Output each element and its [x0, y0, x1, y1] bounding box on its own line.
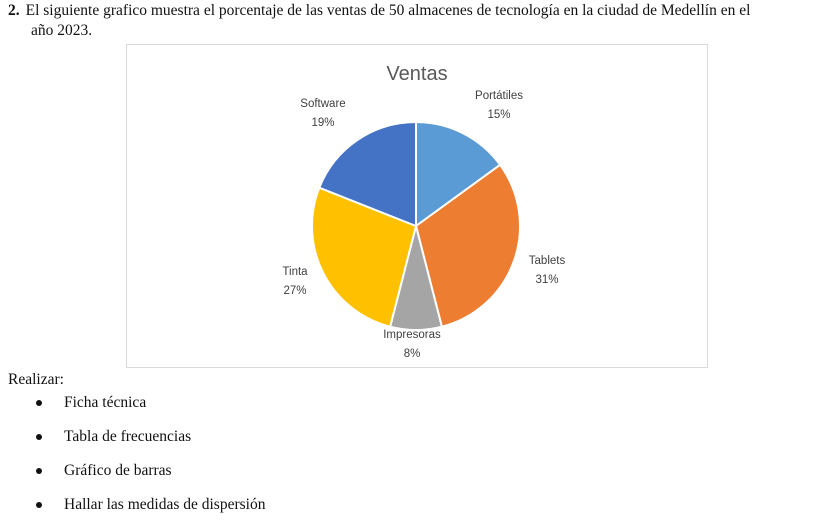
chart-title: Ventas	[386, 63, 447, 85]
task-label: Hallar las medidas de dispersión	[64, 496, 266, 513]
question-line-1-text: El siguiente grafico muestra el porcenta…	[25, 2, 751, 19]
question-line-2: año 2023.	[31, 22, 93, 39]
task-label: Gráfico de barras	[64, 462, 172, 479]
bullet-icon	[36, 400, 42, 406]
slice-category-label: Portátiles	[475, 90, 523, 102]
slice-percent-label: 27%	[283, 285, 306, 297]
pie-slice-portatiles	[415, 120, 502, 228]
pie-slice-tablets	[414, 163, 521, 328]
slice-category-label: Impresoras	[383, 329, 441, 341]
task-label: Tabla de frecuencias	[64, 428, 192, 445]
pie-slice-software	[318, 120, 417, 228]
slice-category-label: Software	[300, 98, 345, 110]
question-line-1: 2. El siguiente grafico muestra el porcen…	[8, 1, 823, 21]
bullet-icon	[36, 502, 42, 508]
pie-chart: Ventas Portátiles 15% Tablets 31% Impresoras…	[126, 44, 708, 368]
slice-percent-label: 15%	[487, 109, 510, 121]
question-number: 2.	[8, 2, 20, 19]
list-item: Hallar las medidas de dispersión	[36, 494, 265, 528]
slice-percent-label: 8%	[404, 348, 421, 360]
pie-chart-svg: Ventas Portátiles 15% Tablets 31% Impresoras…	[282, 63, 565, 360]
pie-labels: Portátiles 15% Tablets 31% Impresoras 8% Tinta…	[282, 90, 565, 360]
list-item: Gráfico de barras	[36, 460, 265, 494]
list-item: Tabla de frecuencias	[36, 426, 265, 460]
slice-category-label: Tinta	[282, 266, 308, 278]
slice-category-label: Tablets	[529, 255, 566, 267]
task-list: Ficha técnica Tabla de frecuencias Gráfi…	[36, 392, 265, 528]
slice-percent-label: 19%	[311, 117, 334, 129]
bullet-icon	[36, 434, 42, 440]
question-text: 2. El siguiente grafico muestra el porcen…	[8, 1, 823, 41]
slice-percent-label: 31%	[535, 274, 558, 286]
list-item: Ficha técnica	[36, 392, 265, 426]
pie-slice-tinta	[311, 186, 418, 328]
realizar-label: Realizar:	[8, 371, 64, 388]
bullet-icon	[36, 468, 42, 474]
task-label: Ficha técnica	[64, 394, 147, 411]
pie-slices	[311, 120, 521, 331]
